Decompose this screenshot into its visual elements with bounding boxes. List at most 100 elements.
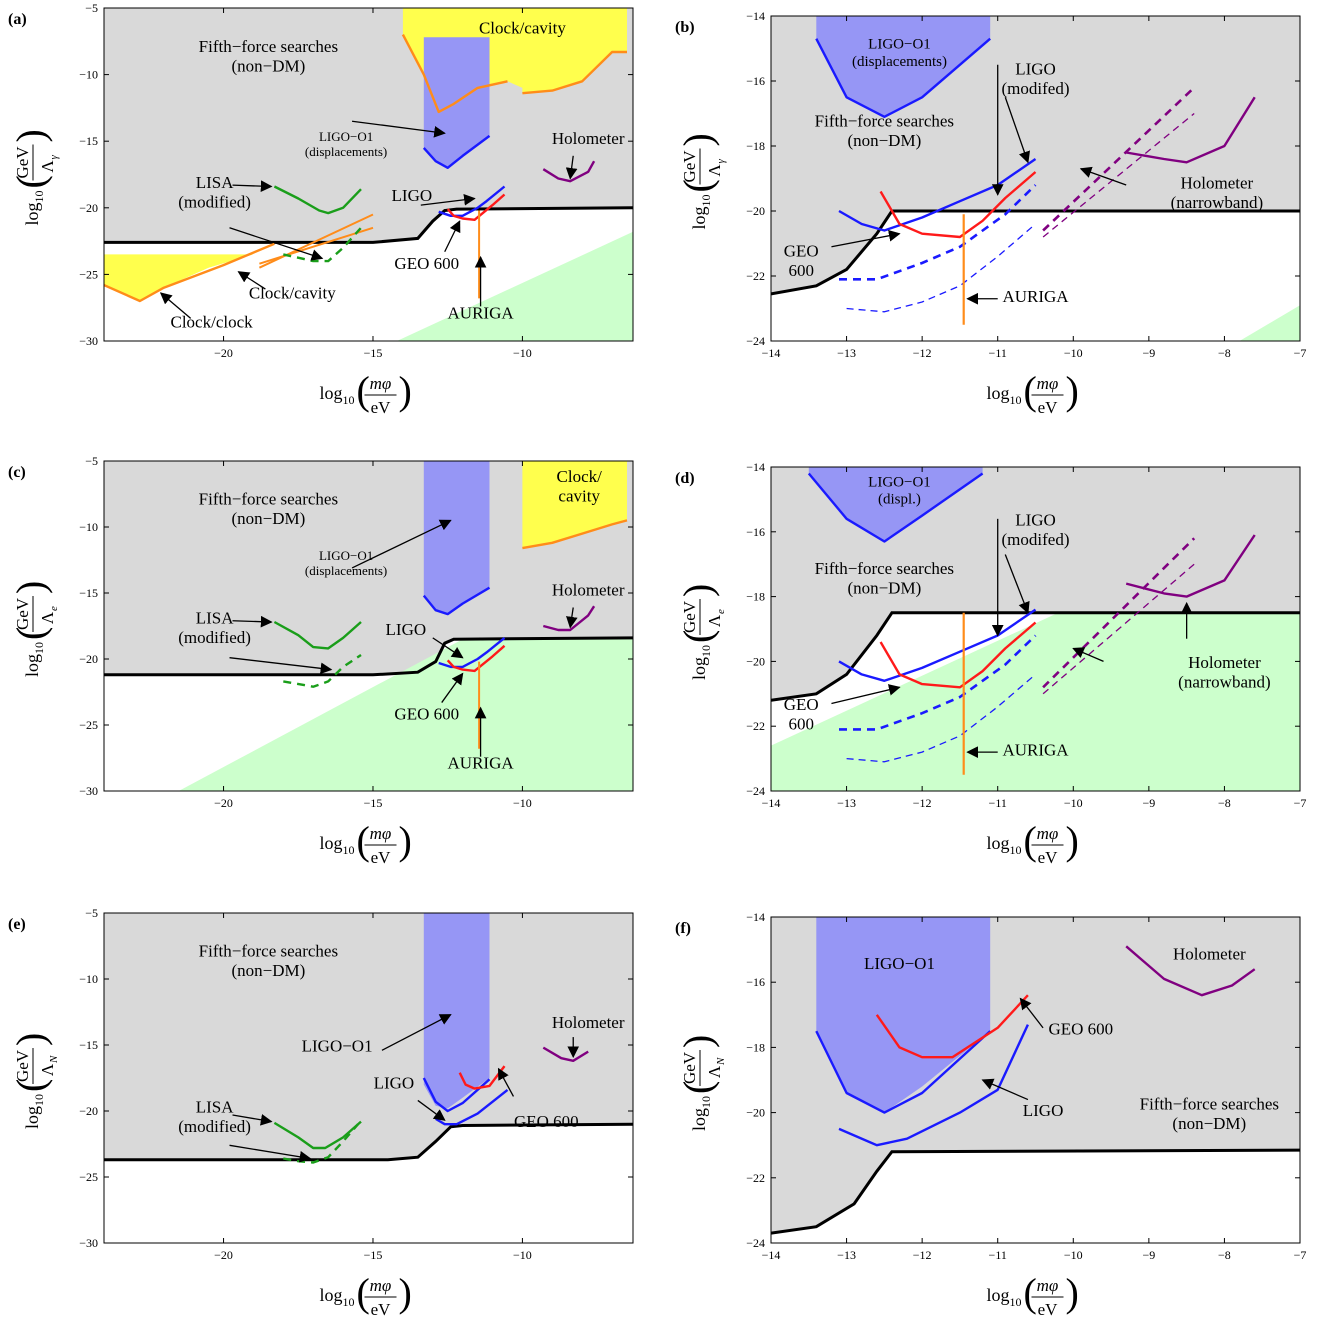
- geo600-label-line: 600: [788, 261, 814, 280]
- x-axis-paren-close: ): [399, 368, 412, 413]
- x-axis-numerator: mφ: [1037, 1276, 1059, 1295]
- ligo-modified-label: LIGO (modifed): [1002, 510, 1070, 549]
- y-axis-numerator: GeV: [13, 597, 32, 630]
- geo600-label-line: GEO: [784, 695, 819, 714]
- y-axis-log: log: [689, 207, 709, 230]
- geo600-curve: [879, 171, 1037, 239]
- annotation-arrow: [420, 193, 476, 206]
- clock-cavity-edge-curve: [522, 519, 628, 550]
- y-tick-label: −25: [79, 718, 98, 732]
- ligo-label-line: LIGO: [374, 1074, 415, 1093]
- y-tick-label: −25: [79, 1170, 98, 1184]
- y-axis-paren-open: (: [675, 1081, 720, 1094]
- y-axis-numerator: GeV: [13, 1049, 32, 1082]
- y-axis-log-base: 10: [32, 1094, 46, 1106]
- panel-d: LIGO−O1 (displ.) Fifth−force searches (non−…: [675, 460, 1306, 867]
- lisa-label-line: (modified): [178, 192, 251, 211]
- plot-frame: [770, 466, 1301, 792]
- fifth-force-boundary: [771, 611, 1300, 702]
- x-axis-log-base: 10: [1010, 393, 1022, 407]
- geo600-label-line: 600: [788, 715, 814, 734]
- y-axis-log: log: [22, 654, 42, 677]
- y-tick-label: −20: [79, 652, 98, 666]
- fifth-force-boundary: [771, 1148, 1300, 1235]
- y-axis-paren-open: (: [8, 1079, 53, 1092]
- x-axis-log: log: [986, 833, 1009, 853]
- holometer-label: Holometer: [552, 581, 625, 600]
- ligo-o1-label: LIGO−O1 (displ.): [868, 474, 931, 507]
- x-tick-label: −7: [1294, 346, 1307, 360]
- fifth-force-label-line: (non−DM): [231, 509, 305, 528]
- y-axis-denominator: Λ: [38, 160, 57, 173]
- x-tick-label: −7: [1294, 1248, 1307, 1262]
- x-tick-label: −15: [364, 796, 383, 810]
- fifth-force-boundary: [104, 206, 633, 244]
- ligo-label: LIGO: [392, 186, 433, 205]
- x-tick-label: −11: [989, 796, 1007, 810]
- auriga-label-line: AURIGA: [448, 754, 515, 773]
- lab-bound-region: [178, 639, 633, 791]
- x-axis-paren-open: (: [357, 1270, 370, 1315]
- clock-cavity-a-curve: [259, 226, 374, 265]
- annotation-arrow: [1072, 647, 1104, 662]
- plot-frame: [103, 460, 634, 792]
- x-tick-label: −11: [989, 1248, 1007, 1262]
- ligo-modified-curve: [839, 634, 1037, 731]
- lisa-modified-curve: [283, 226, 362, 263]
- ligo-o1-label-line: (displ.): [878, 492, 921, 508]
- ligo-label: LIGO: [1023, 1101, 1064, 1120]
- x-tick-label: −12: [913, 1248, 932, 1262]
- clock-cavity-label-2-line: Clock/cavity: [249, 283, 336, 302]
- x-axis-paren-close: ): [399, 1270, 412, 1315]
- plot-area: LIGO−O1 (displ.) Fifth−force searches (non−…: [771, 467, 1300, 791]
- x-tick-label: −10: [1064, 1248, 1083, 1262]
- geo600-label-line: GEO 600: [514, 1112, 579, 1131]
- x-tick-label: −9: [1142, 346, 1155, 360]
- x-axis-numerator: mφ: [1037, 824, 1059, 843]
- fifth-force-boundary: [771, 209, 1300, 296]
- panel-label: (f): [675, 920, 691, 937]
- ligo-modified-thin-curve: [846, 673, 1036, 763]
- clock-clock-label: Clock/clock: [171, 313, 254, 332]
- panel-label: (a): [8, 11, 27, 28]
- lisa-curve: [273, 1120, 362, 1150]
- y-axis-numerator: GeV: [680, 150, 699, 183]
- ligo-o1-edge-curve: [422, 1077, 491, 1113]
- y-axis-numerator: GeV: [680, 600, 699, 633]
- holometer-label-line: Holometer: [1181, 173, 1254, 192]
- clock-cavity-edge-curve: [401, 34, 508, 114]
- plot-area: Fifth−force searches (non−DM) Clock/cavity…: [104, 8, 633, 341]
- ligo-curve: [435, 1088, 509, 1126]
- clock-cavity-label-line: Clock/cavity: [479, 18, 566, 37]
- y-tick-label: −24: [746, 334, 765, 348]
- annotation-arrow: [229, 657, 333, 675]
- annotation-arrow: [444, 220, 461, 253]
- x-axis-log: log: [319, 1285, 342, 1305]
- holometer-label: Holometer: [552, 1013, 625, 1032]
- y-tick-label: −5: [85, 1, 98, 15]
- annotation-arrow: [232, 180, 273, 192]
- geo600-curve: [446, 644, 506, 673]
- x-tick-label: −20: [214, 796, 233, 810]
- y-axis-subscript: e: [715, 609, 727, 614]
- x-axis-log-base: 10: [343, 393, 355, 407]
- ligo-o1-region: [816, 917, 991, 1113]
- y-axis-log: log: [689, 657, 709, 680]
- y-tick-label: −20: [79, 201, 98, 215]
- x-axis-paren-open: (: [357, 368, 370, 413]
- x-tick-label: −11: [989, 346, 1007, 360]
- y-axis-subscript: N: [48, 1055, 60, 1064]
- annotation-arrow: [351, 120, 446, 138]
- ligo-o1-region: [816, 16, 991, 117]
- clock-cavity-label-line: Clock/: [557, 467, 603, 486]
- clock-cavity-b-curve: [258, 213, 374, 269]
- annotation-arrow: [441, 672, 464, 703]
- y-axis-denominator: Λ: [705, 1065, 724, 1078]
- auriga-label-line: AURIGA: [1002, 740, 1069, 759]
- fifth-force-label: Fifth−force searches (non−DM): [815, 559, 954, 598]
- ligo-modified-label: LIGO (modifed): [1002, 60, 1070, 99]
- panel-b: LIGO−O1 (displacements) Fifth−force search…: [675, 9, 1306, 417]
- ligo-modified-thin-curve: [846, 223, 1036, 313]
- x-tick-label: −13: [837, 796, 856, 810]
